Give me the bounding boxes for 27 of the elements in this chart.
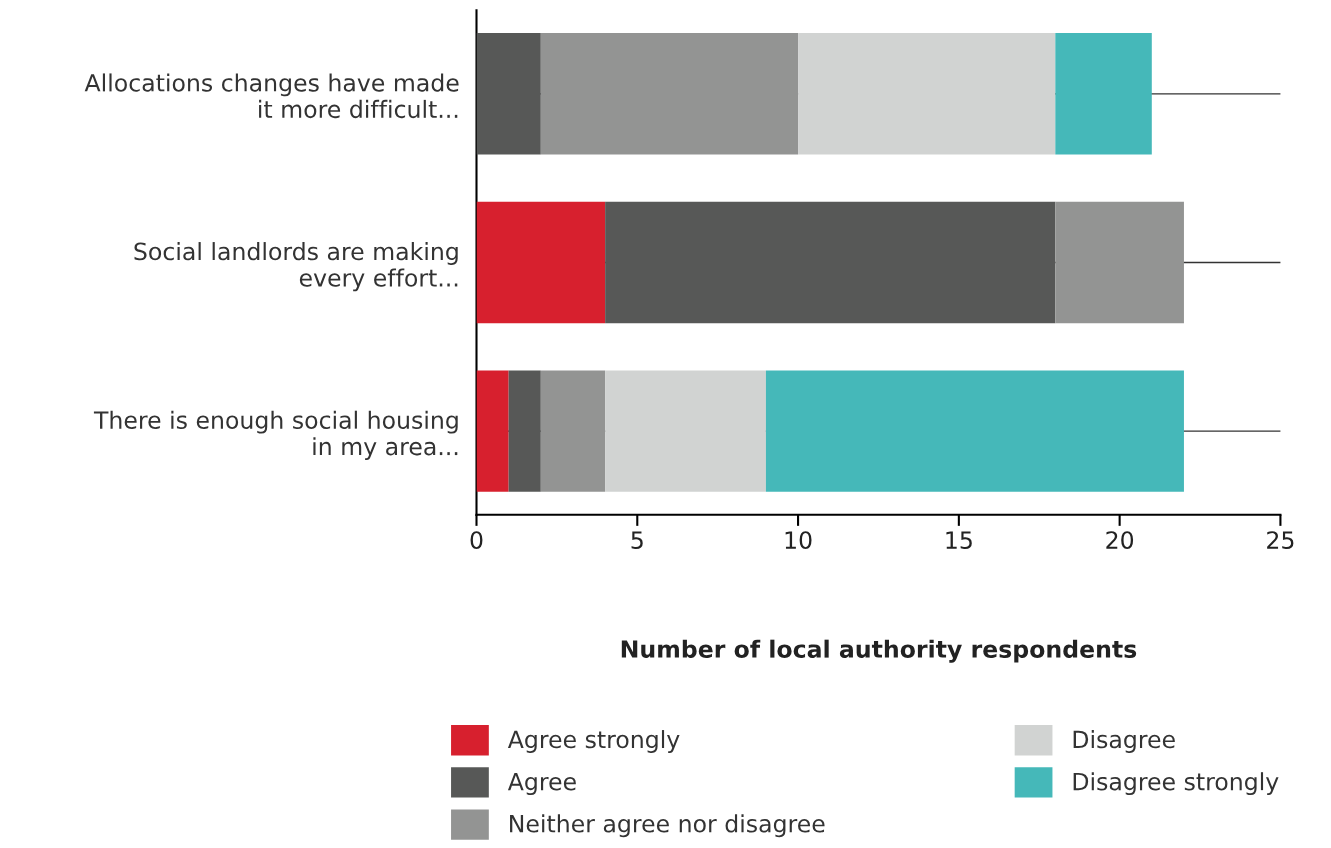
bar [605, 201, 1056, 324]
y-tick-label: Allocations changes have made it more difficult... [84, 73, 459, 119]
legend-label: Disagree [1073, 730, 1175, 753]
bar [540, 33, 799, 155]
bar [540, 370, 606, 492]
x-tick-label: 0 [470, 531, 483, 549]
legend-label: Agree [507, 772, 576, 796]
x-tick-label: 10 [785, 531, 812, 549]
bar [1055, 201, 1184, 324]
bar [476, 201, 606, 324]
x-tick-label: 25 [1267, 531, 1294, 549]
y-tick-label: There is enough social housing in my area... [93, 410, 458, 460]
legend-label: Disagree strongly [1073, 772, 1279, 796]
legend-label: Neither agree nor disagree [510, 814, 825, 838]
bar [798, 33, 1056, 155]
x-tick-label: 5 [631, 531, 643, 549]
y-tick-label: Social landlords are making every effort... [134, 242, 458, 292]
bar [1055, 33, 1152, 155]
bar [605, 370, 766, 492]
x-tick-label: 15 [946, 531, 972, 549]
x-axis-title: Number of local authority respondents [621, 639, 1137, 663]
legend-label: Agree strongly [507, 730, 680, 753]
x-tick-label: 20 [1106, 531, 1134, 549]
bar [476, 370, 509, 492]
bar [765, 370, 1184, 492]
bar [476, 33, 541, 155]
bar [508, 370, 541, 492]
